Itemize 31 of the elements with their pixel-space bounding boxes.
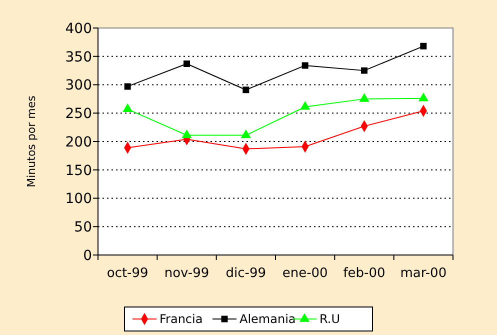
y-tick-label: 50 [74, 220, 92, 236]
y-tick-label: 400 [65, 20, 92, 37]
point [360, 94, 369, 102]
point [124, 83, 131, 90]
x-tick-label: ene-00 [282, 266, 328, 281]
y-tick-label: 250 [65, 106, 92, 122]
point [241, 130, 251, 138]
y-axis-title: Minutos por mes [25, 95, 38, 188]
y-tick-label: 200 [65, 134, 92, 150]
legend-label: R.U [320, 312, 340, 326]
y-tick-label: 100 [65, 191, 92, 208]
x-tick-label: dic-99 [226, 266, 266, 281]
y-tick-label: 0 [83, 248, 92, 264]
point [184, 60, 190, 67]
point [418, 93, 428, 102]
point [300, 102, 310, 110]
point [361, 67, 368, 74]
point [242, 86, 250, 94]
y-tick-label: 150 [65, 162, 92, 179]
x-tick-label: feb-00 [343, 266, 386, 281]
point [182, 130, 192, 138]
point [302, 62, 308, 69]
point [122, 104, 132, 112]
legend-label: Francia [160, 312, 203, 326]
point [420, 42, 427, 50]
y-tick-label: 350 [65, 49, 92, 66]
x-tick-label: nov-99 [164, 266, 210, 281]
x-tick-label: mar-00 [400, 266, 447, 281]
y-tick-label: 300 [65, 78, 92, 94]
legend-label: Alemania [240, 312, 296, 326]
x-tick-label: oct-99 [106, 266, 148, 281]
